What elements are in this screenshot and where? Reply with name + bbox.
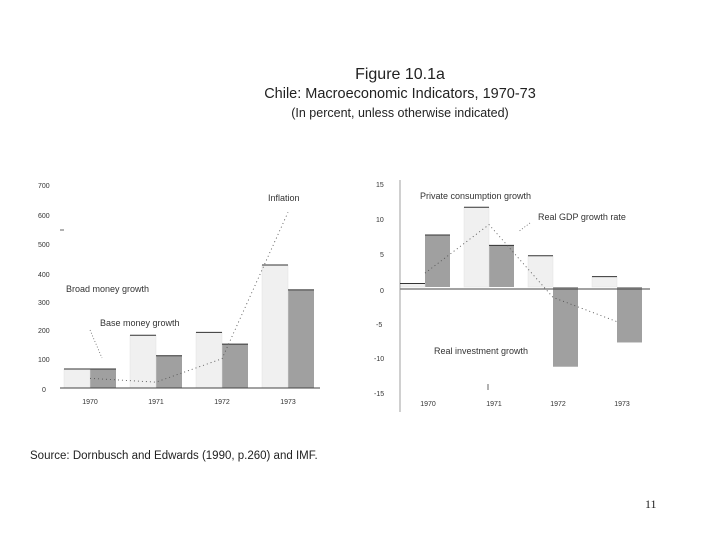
left-bar-light-1970 — [63, 368, 91, 389]
figure-label: Figure 10.1a — [355, 66, 445, 83]
left-ytick: 0 — [42, 387, 46, 394]
left-xtick: 1973 — [280, 399, 296, 406]
right-xtick: 1970 — [420, 401, 436, 408]
right-bar-dark-1973 — [617, 287, 642, 343]
right-ytick: -5 — [376, 322, 382, 329]
left-xtick: 1972 — [214, 399, 230, 406]
right-line-real-gdp-growth-rate — [424, 223, 618, 323]
left-ytick: 100 — [38, 357, 50, 364]
base-money-leader — [89, 329, 103, 359]
figure-subtitle: (In percent, unless otherwise indicated) — [291, 106, 509, 120]
figure-title: Chile: Macroeconomic Indicators, 1970-73 — [264, 86, 536, 102]
right-bar-light-1971 — [463, 207, 490, 288]
gdp-leader — [517, 222, 531, 233]
gdp-label: Real GDP growth rate — [538, 212, 626, 222]
right-xtick: 1971 — [486, 401, 502, 408]
left-chart: 700 600 500 400 300 200 100 0 1970 1971 … — [38, 183, 320, 406]
left-ytick: 300 — [38, 300, 50, 307]
left-ytick: 200 — [38, 328, 50, 335]
right-xtick: 1972 — [550, 401, 566, 408]
left-bar-dark-1971 — [156, 355, 182, 388]
left-ytick: 500 — [38, 242, 50, 249]
left-ytick: 700 — [38, 183, 50, 190]
left-ytick: 400 — [38, 272, 50, 279]
right-ytick: 15 — [376, 182, 384, 189]
right-ytick: 5 — [380, 252, 384, 259]
left-bar-dark-1970 — [90, 368, 116, 388]
left-xtick: 1970 — [82, 399, 98, 406]
right-chart: 15 10 5 0 -5 -10 -15 1970 1971 1972 1973… — [374, 180, 650, 412]
right-ytick: -15 — [374, 391, 384, 398]
inflation-label: Inflation — [268, 193, 300, 203]
left-bar-light-1971 — [129, 335, 157, 389]
left-bar-light-1973 — [261, 264, 289, 389]
left-ytick: 600 — [38, 213, 50, 220]
right-ytick: -10 — [374, 356, 384, 363]
right-xtick: 1973 — [614, 401, 630, 408]
source-note: Source: Dornbusch and Edwards (1990, p.2… — [30, 450, 318, 462]
right-bar-light-1972 — [527, 255, 554, 288]
right-bar-dark-1971 — [489, 245, 514, 287]
page-number: 11 — [645, 497, 657, 511]
consumption-label: Private consumption growth — [420, 191, 531, 201]
left-xtick: 1971 — [148, 399, 164, 406]
right-ytick: 10 — [376, 217, 384, 224]
right-bar-light-1970 — [399, 283, 426, 288]
right-ytick: 0 — [380, 288, 384, 295]
left-line-inflation — [89, 212, 289, 383]
left-bar-light-1972 — [195, 332, 223, 389]
right-bar-dark-1970 — [425, 235, 450, 287]
broad-money-label: Broad money growth — [66, 284, 149, 294]
investment-label: Real investment growth — [434, 346, 528, 356]
left-bar-dark-1973 — [288, 289, 314, 388]
base-money-label: Base money growth — [100, 318, 180, 328]
right-bar-dark-1972 — [553, 287, 578, 367]
right-bar-light-1973 — [591, 276, 618, 288]
left-bar-dark-1972 — [222, 344, 248, 388]
